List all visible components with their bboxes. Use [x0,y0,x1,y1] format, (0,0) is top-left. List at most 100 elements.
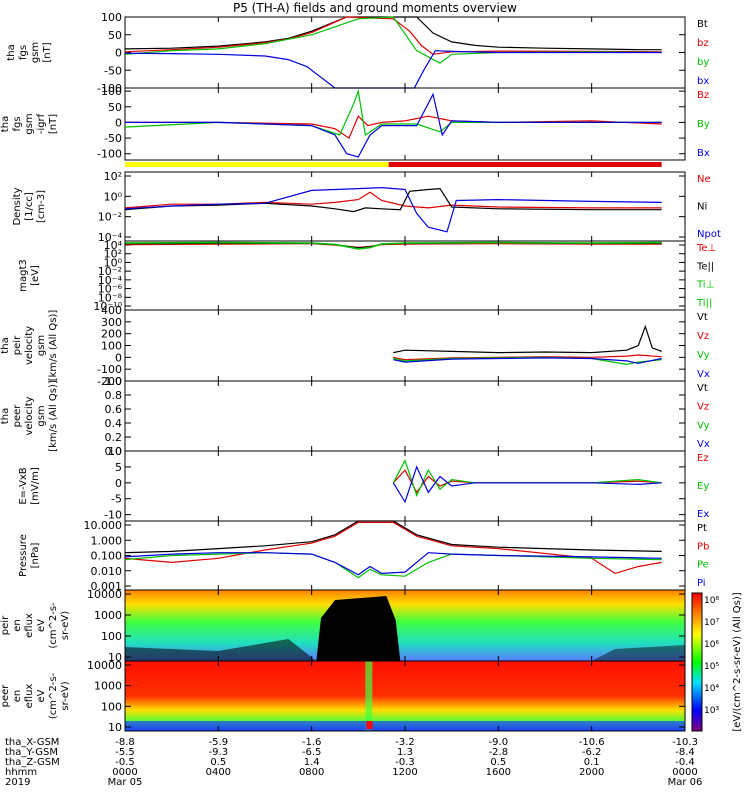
legend-entry: Vy [697,350,710,361]
colorbar-tick-label: 10⁶ [704,640,719,650]
y-tick-label: 10000 [87,588,122,601]
y-axis-label: [nPa] [30,542,41,568]
y-tick-label: 10⁰ [104,190,123,203]
y-tick-label: -100 [97,82,122,95]
x-axis-value: -0.5 [115,757,135,768]
y-tick-label: 10 [108,445,122,458]
spectrogram-low-count [125,639,317,661]
y-tick-label: 10⁻² [98,211,122,224]
y-tick-label: 10⁻⁸ [98,291,123,304]
y-axis-label: [km/s (All Qs)] [48,380,59,452]
colorbar [691,592,703,732]
y-tick-label: 100 [101,700,122,713]
panel-frame [124,240,686,311]
colorbar-tick-label: 10⁴ [704,684,719,694]
y-axis-label: en [12,619,23,632]
y-tick-label: -50 [104,132,122,145]
y-axis-label: gsm [24,113,35,134]
x-axis-value: 0000 [112,767,137,778]
y-tick-label: 100 [101,85,122,98]
legend-entry: By [697,119,710,130]
y-tick-label: 5 [115,461,122,474]
colorbar-tick-label: 10⁵ [704,662,719,672]
y-tick-label: 0 [115,477,122,490]
y-tick-label: 10⁻¹⁰ [93,300,122,313]
y-axis-label: eV [36,689,47,702]
spectrogram-fill [125,661,685,731]
legend-entry: Vy [697,420,710,431]
series-line-efield-Ex [392,465,662,504]
x-axis-value: 0.1 [584,757,600,768]
y-axis-label: tha [0,408,11,424]
x-axis-value: -9.0 [489,737,509,748]
y-axis-label: tha [0,116,11,132]
legend-entry: Vx [697,439,710,450]
legend-entry: Te|| [696,261,714,272]
series-line-pressure-Pb [124,521,662,575]
legend-entry: Ti|| [696,298,712,309]
mode-bar-segment [388,162,662,167]
series-line-fgs-gsm-bz [124,16,662,55]
y-tick-label: 1000 [94,609,122,622]
x-axis-row-label: tha_Z-GSM [5,757,60,768]
y-tick-label: 0 [115,351,122,364]
y-axis-label: [cm-3] [36,190,47,223]
legend-entry: Bz [697,90,709,101]
series-line-efield-Ey [392,458,662,498]
spectrogram-feature [365,661,373,731]
y-tick-label: 10⁰ [104,256,123,269]
y-axis-label: gsm [30,42,41,63]
y-axis-label: tha [6,44,17,60]
x-axis-value: 1600 [486,767,511,778]
legend-entry: Te⊥ [696,243,716,254]
legend-entry: Vt [697,312,708,323]
x-axis-value: -2.8 [489,747,509,758]
y-axis-label: sr-eV) [60,681,71,710]
x-axis-value: 2000 [579,767,604,778]
y-tick-label: 0.0 [105,445,123,458]
y-axis-label: [km/s (All Qs)] [48,310,59,382]
series-line-fgs-gsm-bx [124,50,662,89]
mode-bar-segment [125,162,389,167]
y-axis-label: fgs [12,116,23,131]
y-axis-label: E=-VxB [18,467,29,504]
series-line-density-Npot [124,186,662,233]
y-axis-label: gsm [36,335,47,356]
y-axis-label: peir [12,335,23,355]
panel-frame [124,380,686,452]
x-axis-row-label: hhmm [5,767,37,778]
y-axis-label: en [12,690,23,703]
y-tick-label: -200 [97,375,122,388]
y-axis-label: sr-eV) [60,611,71,640]
y-tick-label: 200 [101,328,122,341]
panel-frame [124,520,686,591]
legend-entry: Ex [697,509,709,520]
legend-entry: Vz [697,402,709,413]
series-line-peir-velocity-Vx [393,357,662,364]
series-line-fgs-gsm-igrf-Bz [125,115,662,140]
series-line-fgs-gsm-Bt [124,16,662,51]
x-axis-value: -9.3 [209,747,229,758]
y-tick-label: 10⁻⁶ [98,283,123,296]
y-tick-label: 10⁻² [98,265,122,278]
y-tick-label: 0 [115,116,122,129]
x-axis-value: -10.6 [579,737,605,748]
y-axis-label: eflux [24,613,35,638]
colorbar-tick-label: 10³ [704,706,719,716]
x-axis-value: -6.5 [302,747,322,758]
y-tick-label: 1.0 [105,375,123,388]
legend-entry: Ez [697,453,709,464]
y-tick-label: 0.001 [91,580,123,593]
y-axis-label: [1/cc] [24,192,35,221]
legend-entry: Bt [697,19,708,30]
y-axis-label: velocity [24,396,35,435]
y-tick-label: 50 [108,29,122,42]
y-axis-label: [eV] [30,265,41,286]
y-tick-label: 10⁻⁴ [98,274,123,287]
x-axis-value: -0.3 [395,757,415,768]
panel-frame [124,309,686,382]
y-axis-label: eV [36,619,47,632]
legend-entry: Pb [697,541,709,552]
x-axis-value: -10.3 [672,737,698,748]
x-axis-row-label: tha_X-GSM [5,737,59,748]
